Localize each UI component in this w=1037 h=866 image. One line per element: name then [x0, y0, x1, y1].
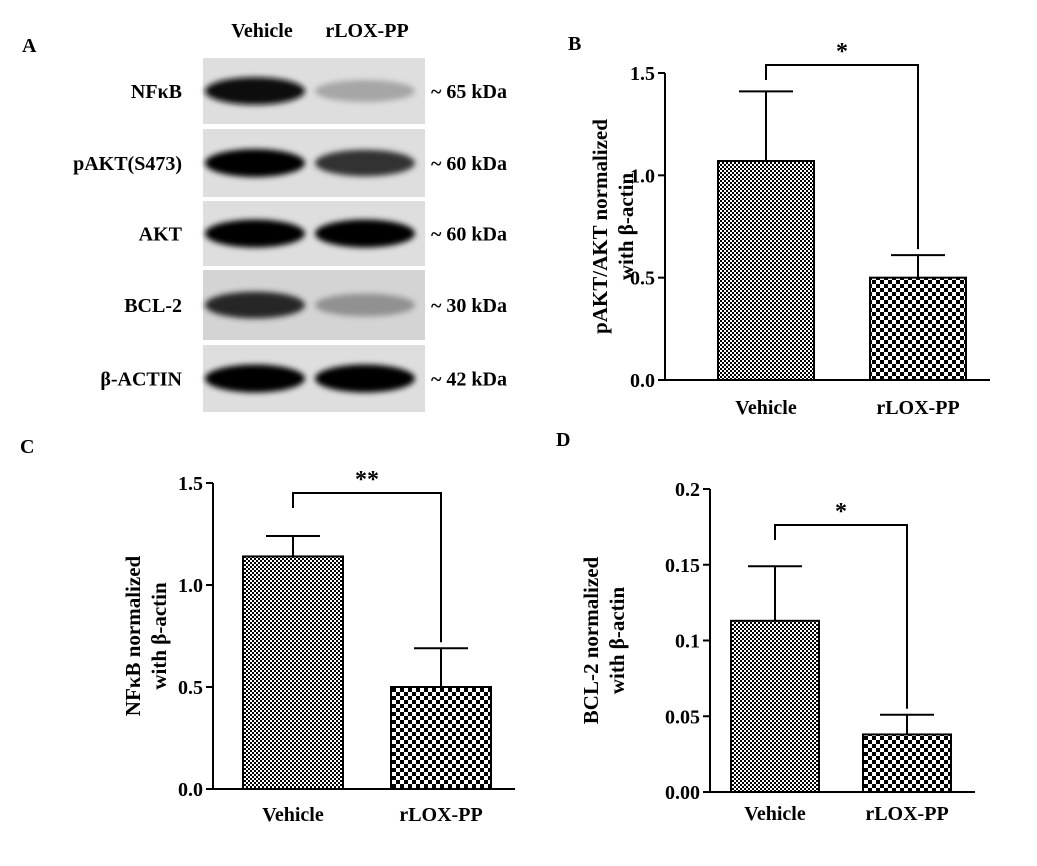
- blot-band: [315, 293, 415, 317]
- y-tick-label: 1.5: [630, 63, 655, 85]
- y-tick-label: 1.5: [178, 473, 203, 495]
- y-tick-label: 0.5: [178, 677, 203, 699]
- significance-marker: *: [836, 39, 848, 65]
- bar-vehicle: [717, 160, 815, 381]
- chart-bcl2: 0.00 0.05 0.1 0.15 0.2 BCL-2 normalizedwith β…: [579, 479, 975, 825]
- panel-letter-c: C: [20, 436, 34, 458]
- y-tick-label: 1.0: [630, 165, 655, 187]
- significance-marker: **: [355, 467, 379, 493]
- significance-bracket: [774, 524, 908, 709]
- panel-letter-b: B: [568, 33, 581, 55]
- bar-vehicle: [730, 619, 820, 793]
- blot-band: [315, 364, 415, 393]
- western-blot: Vehicle rLOX-PP NFκB ~ 65 kDa pAKT(S473) ~ 60…: [73, 20, 507, 412]
- blot-size-label: ~ 42 kDa: [431, 369, 507, 391]
- blot-size-label: ~ 30 kDa: [431, 295, 507, 317]
- y-tick-label: 0.00: [665, 782, 700, 804]
- x-category-label: rLOX-PP: [865, 803, 948, 825]
- blot-row-label: pAKT(S473): [73, 153, 182, 175]
- blot-band: [205, 77, 305, 105]
- y-tick-label: 0.0: [630, 370, 655, 392]
- blot-row-label: BCL-2: [124, 295, 182, 317]
- y-axis-label: BCL-2 normalizedwith β-actin: [579, 556, 629, 724]
- blot-band: [205, 149, 305, 177]
- y-tick-label: 0.05: [665, 706, 700, 728]
- blot-size-label: ~ 60 kDa: [431, 224, 507, 246]
- chart-nfkb: 0.0 0.5 1.0 1.5 NFκB normalizedwith β-actin V…: [121, 467, 515, 826]
- significance-marker: *: [835, 499, 847, 525]
- chart-pakt: 0.0 0.5 1.0 1.5 pAKT/AKT normalizedwith β-ac…: [588, 39, 990, 419]
- y-tick-label: 0.0: [178, 779, 203, 801]
- x-category-label: Vehicle: [262, 804, 324, 826]
- bar-vehicle: [242, 555, 344, 790]
- significance-bracket: [765, 64, 919, 250]
- bar-rlox-pp: [869, 276, 967, 381]
- blot-row-label: NFκB: [131, 81, 182, 103]
- y-tick-label: 0.2: [675, 479, 700, 501]
- blot-band: [315, 80, 415, 102]
- x-category-label: rLOX-PP: [399, 804, 482, 826]
- blot-band: [315, 149, 415, 177]
- blot-band: [205, 364, 305, 393]
- y-tick-label: 1.0: [178, 575, 203, 597]
- y-axis-label: NFκB normalizedwith β-actin: [121, 555, 171, 716]
- blot-band: [205, 291, 305, 319]
- panel-letter-d: D: [556, 429, 570, 451]
- blot-band: [205, 219, 305, 248]
- bar-rlox-pp: [390, 686, 492, 790]
- y-tick-label: 0.1: [675, 631, 700, 653]
- x-category-label: Vehicle: [744, 803, 806, 825]
- blot-size-label: ~ 65 kDa: [431, 81, 507, 103]
- blot-row-label: AKT: [139, 224, 183, 246]
- blot-column-label: rLOX-PP: [325, 20, 408, 42]
- blot-band: [315, 219, 415, 248]
- y-tick-label: 0.5: [630, 268, 655, 290]
- y-tick-label: 0.15: [665, 555, 700, 577]
- x-category-label: rLOX-PP: [876, 397, 959, 419]
- y-axis-label: pAKT/AKT normalizedwith β-actin: [588, 119, 638, 334]
- panel-letter-a: A: [22, 35, 37, 57]
- bar-rlox-pp: [862, 733, 952, 793]
- x-category-label: Vehicle: [735, 397, 797, 419]
- blot-row-label: β-ACTIN: [100, 369, 182, 391]
- blot-size-label: ~ 60 kDa: [431, 153, 507, 175]
- blot-column-label: Vehicle: [231, 20, 293, 42]
- significance-bracket: [292, 492, 442, 643]
